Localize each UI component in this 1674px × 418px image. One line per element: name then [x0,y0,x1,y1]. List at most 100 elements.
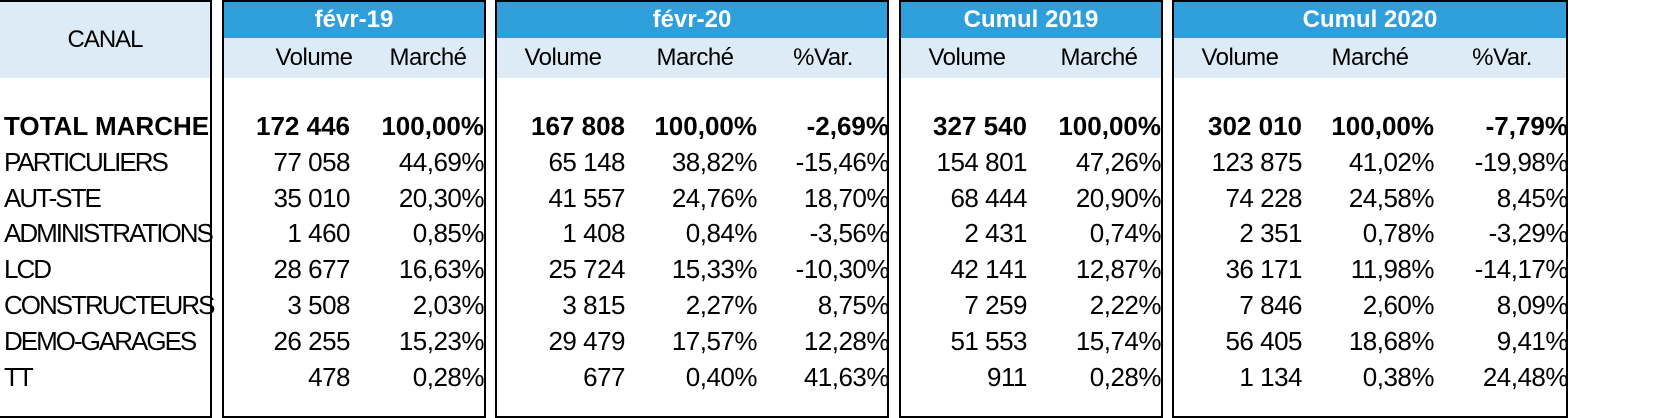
table-cell: 0,38% [1362,361,1435,392]
table-cell: 100,00% [1331,111,1434,141]
table-cell: 154 801 [936,146,1028,177]
column-header: %Var. [1472,44,1532,71]
table-cell: 24,48% [1482,361,1569,392]
table-cell: -7,79% [1485,111,1568,141]
group-title: févr-19 [224,2,484,38]
table-cell: 2,22% [1089,290,1162,320]
canal-column: CANAL TOTAL MARCHE PARTICULIERS AUT-STE ADM… [0,0,215,418]
row-label: AUT-STE [4,182,102,213]
table-cell: 2,60% [1362,290,1435,320]
table-cell: 8,45% [1496,182,1569,213]
table-cell: 1 134 [1239,361,1302,392]
column-header-row: Volume Marché %Var. [497,38,887,78]
table-cell: 100,00% [654,111,757,141]
table-cell: 12,87% [1075,254,1162,285]
group-title: Cumul 2019 [901,2,1161,38]
column-header: Volume [275,44,353,71]
table-cell: -19,98% [1474,146,1569,177]
table-cell: 51 553 [950,325,1027,356]
table-cell: 9,41% [1496,325,1569,356]
table-cell: 68 444 [950,182,1027,213]
column-header: %Var. [793,44,853,71]
table-cell: 47,26% [1075,146,1162,177]
table-cell: 41 557 [548,182,625,213]
table-cell: 17,57% [671,325,758,356]
table-cell: 0,28% [1089,361,1162,392]
column-header: Marché [389,44,467,71]
row-label: ADMINISTRATIONS [4,218,214,249]
table-cell: -2,69% [806,111,889,141]
table-cell: -14,17% [1474,254,1569,285]
table-cell: 18,70% [803,182,890,213]
table-cell: 478 [308,361,350,392]
table-cell: 0,78% [1362,218,1435,249]
column-header: Marché [1060,44,1138,71]
table-cell: 167 808 [531,111,625,141]
table-cell: 8,09% [1496,290,1569,320]
table-cell: -10,30% [795,254,890,285]
table-cell: 3 508 [287,290,350,320]
group-title: Cumul 2020 [1174,2,1566,38]
table-cell: 3 815 [562,290,625,320]
table-cell: 0,74% [1089,218,1162,249]
table-cell: 911 [987,361,1027,392]
table-cell: 7 846 [1239,290,1302,320]
table-cell: 1 408 [562,218,625,249]
table-cell: 7 259 [964,290,1027,320]
table-cell: 20,30% [398,182,485,213]
table-cell: 100,00% [1058,111,1161,141]
column-header: Volume [928,44,1006,71]
group-feb20: févr-20 Volume Marché %Var. 167 808 100,00% -2… [495,0,890,418]
table-cell: 36 171 [1225,254,1302,285]
table-cell: 0,84% [685,218,758,249]
canal-header: CANAL [0,2,210,78]
table-cell: 24,76% [671,182,758,213]
table-cell: 25 724 [548,254,625,285]
table-cell: 42 141 [950,254,1027,285]
table-cell: 2 351 [1239,218,1302,249]
table-cell: 26 255 [273,325,350,356]
table-cell: 15,74% [1075,325,1162,356]
table-cell: 11,98% [1350,254,1435,285]
table-cell: 28 677 [273,254,350,285]
table-cell: 677 [583,361,625,392]
table-cell: 15,23% [398,325,485,356]
table-cell: -3,29% [1488,218,1569,249]
column-header: Volume [524,44,602,71]
group-feb19: févr-19 Volume Marché 172 446 100,00% 77 058 4… [222,0,486,418]
group-cumul2020: Cumul 2020 Volume Marché %Var. 302 010 100,00… [1172,0,1569,418]
table-cell: 0,28% [412,361,485,392]
column-header: Marché [1331,44,1409,71]
table-cell: -15,46% [795,146,890,177]
table-cell: 41,63% [803,361,890,392]
table-cell: 65 148 [548,146,625,177]
table-cell: 41,02% [1348,146,1435,177]
table-cell: 20,90% [1075,182,1162,213]
table-cell: 2,27% [685,290,758,320]
table-cell: 29 479 [548,325,625,356]
table-cell: 2,03% [412,290,485,320]
row-label: DEMO-GARAGES [4,325,197,356]
column-header-row: Volume Marché [224,38,484,78]
column-header-row: Volume Marché %Var. [1174,38,1566,78]
table-cell: 74 228 [1225,182,1302,213]
table-cell: 302 010 [1208,111,1302,141]
group-cumul2019: Cumul 2019 Volume Marché 327 540 100,00% 154 … [899,0,1163,418]
row-label: TT [4,361,34,392]
row-label: CONSTRUCTEURS [4,290,215,320]
group-title: févr-20 [497,2,887,38]
table-cell: 16,63% [398,254,485,285]
table-cell: 123 875 [1211,146,1303,177]
row-label: PARTICULIERS [4,146,169,177]
table-cell: 35 010 [273,182,350,213]
table-cell: 8,75% [817,290,890,320]
table-cell: 327 540 [933,111,1027,141]
table-cell: 15,33% [671,254,758,285]
table-cell: 56 405 [1225,325,1302,356]
row-label: TOTAL MARCHE [4,111,210,141]
table-cell: 172 446 [256,111,350,141]
row-label: LCD [4,254,52,285]
table-cell: 38,82% [671,146,758,177]
table-cell: 1 460 [287,218,350,249]
table-cell: 44,69% [398,146,485,177]
